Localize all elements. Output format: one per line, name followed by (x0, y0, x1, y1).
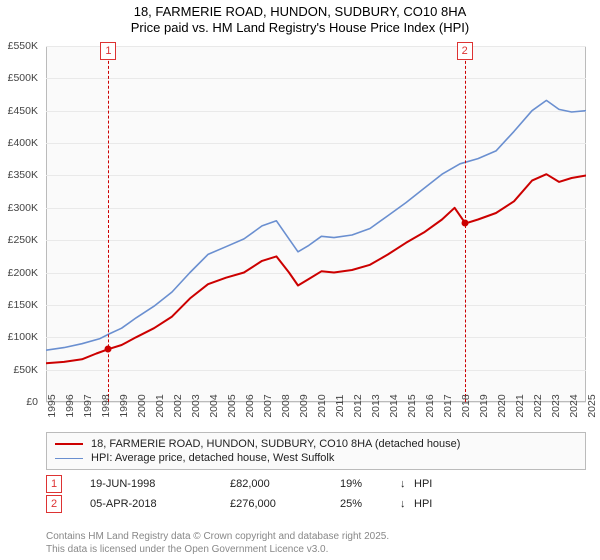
x-axis-label: 2015 (406, 394, 418, 417)
x-axis-label: 2020 (496, 394, 508, 417)
x-axis-label: 2019 (478, 394, 490, 417)
y-axis-label: £450K (0, 105, 38, 117)
series-price_paid (46, 174, 586, 363)
down-arrow-icon: ↓ (400, 478, 414, 490)
y-axis-label: £250K (0, 234, 38, 246)
x-axis-label: 2022 (532, 394, 544, 417)
y-axis-label: £150K (0, 299, 38, 311)
legend-row: 18, FARMERIE ROAD, HUNDON, SUDBURY, CO10… (55, 437, 577, 451)
legend-label-price-paid: 18, FARMERIE ROAD, HUNDON, SUDBURY, CO10… (91, 438, 460, 450)
x-axis-label: 2017 (442, 394, 454, 417)
x-axis-label: 2006 (244, 394, 256, 417)
x-axis-label: 2021 (514, 394, 526, 417)
x-axis-label: 2014 (388, 394, 400, 417)
title-line-2: Price paid vs. HM Land Registry's House … (0, 20, 600, 36)
title-block: 18, FARMERIE ROAD, HUNDON, SUDBURY, CO10… (0, 0, 600, 37)
txn-price: £82,000 (230, 478, 340, 490)
x-axis-label: 2002 (172, 394, 184, 417)
down-arrow-icon: ↓ (400, 498, 414, 510)
x-axis-label: 1996 (64, 394, 76, 417)
y-axis-label: £550K (0, 40, 38, 52)
x-axis-label: 2012 (352, 394, 364, 417)
y-axis-label: £100K (0, 331, 38, 343)
x-axis-label: 2009 (298, 394, 310, 417)
chart-svg (46, 46, 586, 402)
x-axis-label: 1999 (118, 394, 130, 417)
legend-swatch-price-paid (55, 443, 83, 445)
legend-label-hpi: HPI: Average price, detached house, West… (91, 452, 334, 464)
table-row: 2 05-APR-2018 £276,000 25% ↓ HPI (46, 494, 454, 514)
y-axis-label: £200K (0, 267, 38, 279)
x-axis-label: 1995 (46, 394, 58, 417)
marker-box-1: 1 (100, 42, 116, 60)
table-row: 1 19-JUN-1998 £82,000 19% ↓ HPI (46, 474, 454, 494)
y-axis-label: £400K (0, 137, 38, 149)
legend-box: 18, FARMERIE ROAD, HUNDON, SUDBURY, CO10… (46, 432, 586, 470)
txn-suffix: HPI (414, 498, 454, 510)
chart-plot-area: 12 £0£50K£100K£150K£200K£250K£300K£350K£… (46, 46, 586, 402)
legend-row: HPI: Average price, detached house, West… (55, 451, 577, 465)
x-axis-label: 1997 (82, 394, 94, 417)
x-axis-label: 2011 (334, 395, 346, 418)
x-axis-label: 2018 (460, 394, 472, 417)
marker-dot-2 (461, 220, 468, 227)
y-axis-label: £350K (0, 169, 38, 181)
x-axis-label: 1998 (100, 394, 112, 417)
txn-pct: 19% (340, 478, 400, 490)
marker-dot-1 (105, 345, 112, 352)
txn-suffix: HPI (414, 478, 454, 490)
chart-container: 18, FARMERIE ROAD, HUNDON, SUDBURY, CO10… (0, 0, 600, 560)
x-axis-label: 2007 (262, 394, 274, 417)
marker-badge-2: 2 (46, 495, 62, 513)
x-axis-label: 2025 (586, 394, 598, 417)
x-axis-label: 2008 (280, 394, 292, 417)
y-axis-label: £0 (0, 396, 38, 408)
x-axis-label: 2004 (208, 394, 220, 417)
marker-box-2: 2 (457, 42, 473, 60)
series-hpi (46, 100, 586, 350)
footer-line-1: Contains HM Land Registry data © Crown c… (46, 531, 389, 544)
y-axis-label: £300K (0, 202, 38, 214)
x-axis-label: 2003 (190, 394, 202, 417)
txn-pct: 25% (340, 498, 400, 510)
x-axis-label: 2013 (370, 394, 382, 417)
x-axis-label: 2023 (550, 394, 562, 417)
x-axis-label: 2005 (226, 394, 238, 417)
x-axis-label: 2016 (424, 394, 436, 417)
txn-date: 19-JUN-1998 (90, 478, 230, 490)
txn-date: 05-APR-2018 (90, 498, 230, 510)
title-line-1: 18, FARMERIE ROAD, HUNDON, SUDBURY, CO10… (0, 4, 600, 20)
legend-swatch-hpi (55, 458, 83, 459)
txn-price: £276,000 (230, 498, 340, 510)
y-axis-label: £500K (0, 72, 38, 84)
footer-line-2: This data is licensed under the Open Gov… (46, 544, 389, 557)
x-axis-label: 2001 (154, 394, 166, 417)
x-axis-label: 2010 (316, 394, 328, 417)
x-axis-label: 2000 (136, 394, 148, 417)
x-axis-label: 2024 (568, 394, 580, 417)
y-axis-label: £50K (0, 364, 38, 376)
marker-badge-1: 1 (46, 475, 62, 493)
footer-attribution: Contains HM Land Registry data © Crown c… (46, 531, 389, 556)
transaction-table: 1 19-JUN-1998 £82,000 19% ↓ HPI 2 05-APR… (46, 474, 454, 514)
